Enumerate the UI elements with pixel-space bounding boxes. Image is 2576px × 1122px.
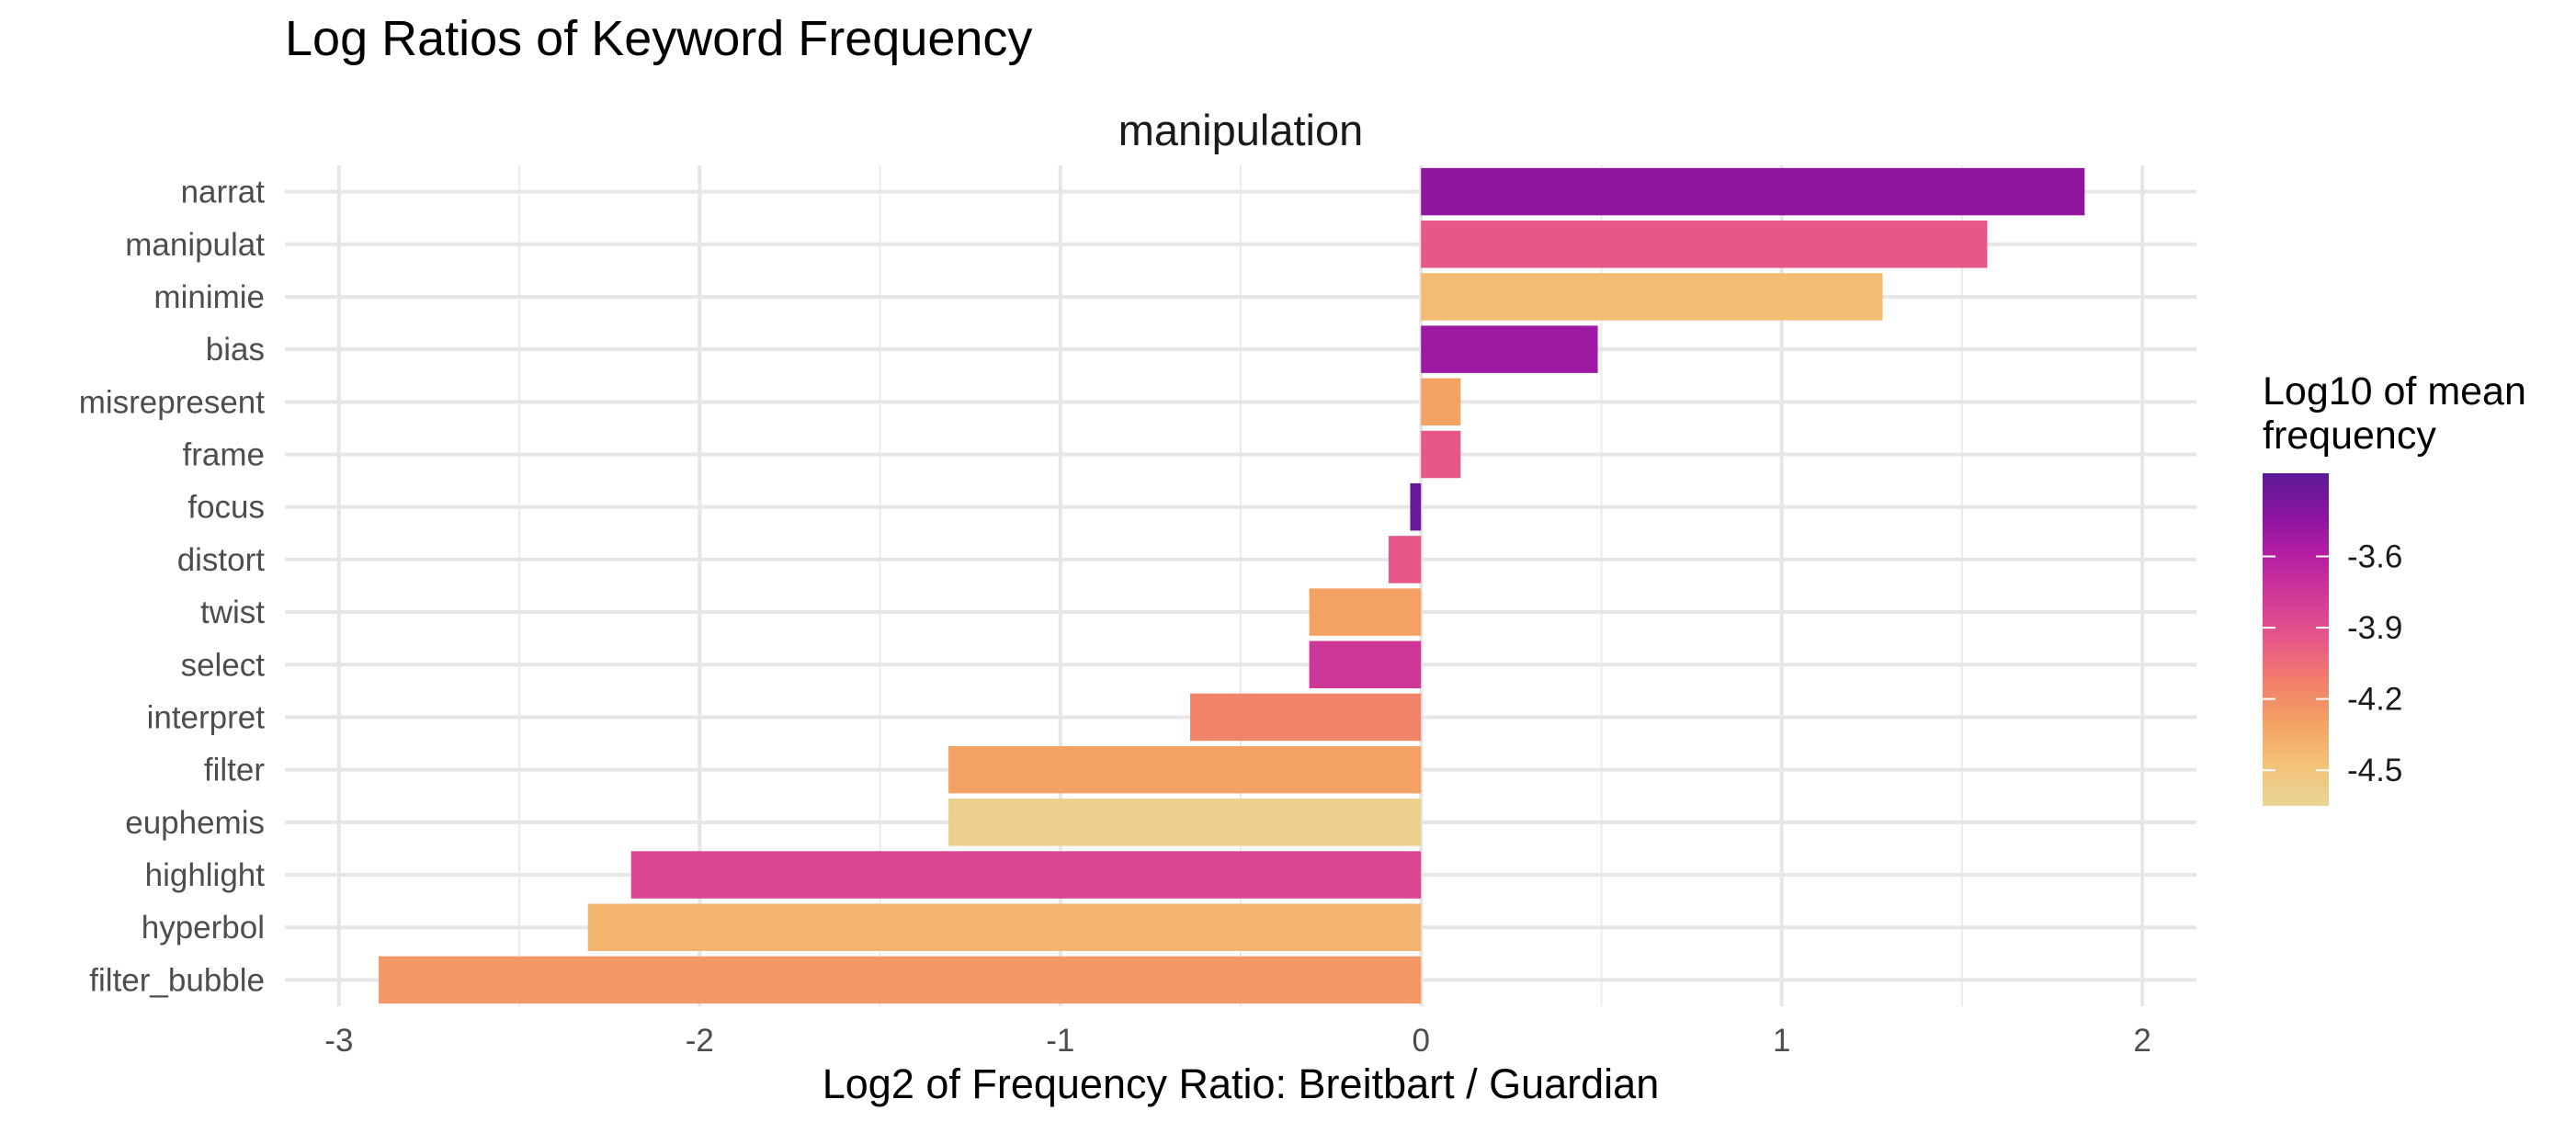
x-tick-label: -2	[686, 1023, 714, 1059]
bar-manipulat	[1421, 221, 1988, 268]
x-tick-label: 2	[2133, 1023, 2150, 1059]
bar-highlight	[630, 851, 1422, 899]
x-tick-labels: -3 -2 -1 0 1 2	[324, 1023, 2151, 1059]
y-tick-label: focus	[187, 490, 265, 526]
y-tick-label: select	[181, 647, 266, 683]
bar-frame	[1421, 430, 1461, 479]
bar-narrat	[1421, 167, 2085, 216]
legend-title-line-1: Log10 of mean	[2263, 369, 2526, 414]
y-tick-label: highlight	[145, 857, 266, 893]
legend-tick-label: -3.6	[2347, 539, 2402, 575]
legend-colorbar	[2263, 473, 2329, 806]
y-tick-label: manipulat	[125, 227, 265, 263]
bar-minimie	[1421, 273, 1883, 321]
y-tick-label: frame	[183, 437, 265, 473]
y-tick-label: filter	[204, 753, 265, 788]
bar-bias	[1421, 325, 1598, 373]
legend-tick-label: -4.2	[2347, 682, 2402, 718]
legend-tick-label: -4.5	[2347, 753, 2402, 788]
bar-focus	[1410, 482, 1422, 531]
bar-filter_bubble	[379, 956, 1422, 1004]
facet-label: manipulation	[1118, 106, 1364, 154]
bar-euphemis	[948, 799, 1422, 846]
y-tick-label: minimie	[153, 279, 265, 315]
bar-filter	[948, 745, 1422, 794]
bar-twist	[1309, 588, 1422, 636]
bar-misrepresent	[1421, 378, 1461, 426]
color-legend: Log10 of mean frequency -3.6 -3.9 -4.2 -4.5	[2263, 369, 2526, 806]
chart-title: Log Ratios of Keyword Frequency	[285, 11, 1032, 66]
bar-hyperbol	[587, 903, 1422, 951]
x-tick-label: 1	[1773, 1023, 1790, 1059]
x-axis-label: Log2 of Frequency Ratio: Breitbart / Gua…	[823, 1060, 1660, 1107]
y-tick-labels: narrat manipulat minimie bias misrepresent fr…	[79, 175, 266, 999]
y-tick-label: twist	[200, 595, 265, 630]
bar-select	[1309, 640, 1422, 689]
bar-interpret	[1190, 693, 1422, 742]
legend-tick-label: -3.9	[2347, 610, 2402, 646]
y-tick-label: narrat	[181, 175, 266, 210]
legend-title-line-2: frequency	[2263, 414, 2436, 458]
y-tick-label: interpret	[147, 699, 266, 735]
y-tick-label: hyperbol	[142, 910, 265, 946]
x-tick-label: -3	[324, 1023, 353, 1059]
bar-distort	[1388, 536, 1422, 584]
y-tick-label: filter_bubble	[89, 962, 265, 998]
y-tick-label: misrepresent	[79, 384, 266, 420]
x-tick-label: -1	[1046, 1023, 1074, 1059]
y-tick-label: bias	[206, 332, 265, 368]
y-tick-label: euphemis	[125, 805, 265, 841]
bars	[379, 167, 2085, 1004]
y-tick-label: distort	[177, 542, 266, 578]
x-tick-label: 0	[1412, 1023, 1429, 1059]
